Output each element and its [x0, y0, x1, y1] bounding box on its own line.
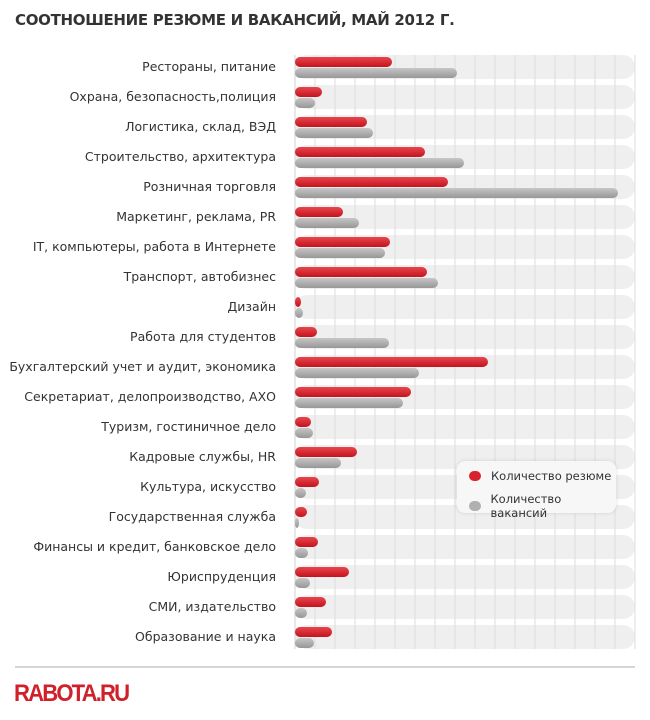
legend-label-resumes: Количество резюме: [491, 469, 612, 483]
category-label: Финансы и кредит, банковское дело: [33, 539, 276, 554]
bar-vacancies: [295, 368, 419, 378]
category-label: Образование и наука: [135, 629, 276, 644]
category-label: Туризм, гостиничное дело: [100, 419, 276, 434]
bar-resumes: [295, 627, 332, 637]
bar-vacancies: [295, 638, 314, 648]
row-track: [295, 205, 635, 229]
bar-resumes: [295, 327, 317, 337]
chart-title: СООТНОШЕНИЕ РЕЗЮМЕ И ВАКАНСИЙ, МАЙ 2012 …: [15, 11, 455, 29]
row-track: [295, 535, 635, 559]
bar-chart: Рестораны, питание Охрана, безопасность,п…: [9, 55, 636, 649]
legend-item-resumes: Количество резюме: [469, 469, 611, 483]
bar-resumes: [295, 57, 392, 67]
bar-vacancies: [295, 428, 313, 438]
category-label: Охрана, безопасность,полиция: [70, 89, 276, 104]
bar-resumes: [295, 147, 425, 157]
bar-vacancies: [295, 98, 315, 108]
bar-vacancies: [295, 548, 308, 558]
category-label: Дизайн: [228, 299, 277, 314]
bar-vacancies: [295, 188, 618, 198]
category-label: СМИ, издательство: [149, 599, 276, 614]
category-label: Государственная служба: [109, 509, 276, 524]
bar-resumes: [295, 597, 326, 607]
legend: Количество резюме Количество вакансий: [457, 461, 616, 520]
category-label: Культура, искусство: [140, 479, 276, 494]
bar-vacancies: [295, 398, 403, 408]
bar-resumes: [295, 477, 319, 487]
category-label: Работа для студентов: [130, 329, 276, 344]
bar-resumes: [295, 387, 411, 397]
bar-resumes: [295, 417, 311, 427]
category-label: Кадровые службы, HR: [129, 449, 276, 464]
category-label: Рестораны, питание: [142, 59, 276, 74]
bar-resumes: [295, 117, 367, 127]
rabota-ru-logo: RABOTA.RU: [14, 680, 130, 707]
bar-vacancies: [295, 518, 299, 528]
legend-item-vacancies: Количество вакансий: [469, 492, 616, 520]
legend-gray-dot-icon: [469, 501, 481, 511]
bar-resumes: [295, 267, 427, 277]
bar-resumes: [295, 567, 349, 577]
bar-vacancies: [295, 308, 303, 318]
category-label: Логистика, склад, ВЭД: [125, 119, 276, 134]
row-track: [295, 565, 635, 589]
divider: [15, 666, 635, 668]
legend-label-vacancies: Количество вакансий: [490, 492, 562, 520]
category-label: Секретариат, делопроизводство, АХО: [24, 389, 276, 404]
bar-resumes: [295, 537, 318, 547]
bar-resumes: [295, 357, 488, 367]
bar-vacancies: [295, 218, 359, 228]
bar-resumes: [295, 297, 301, 307]
bar-resumes: [295, 237, 390, 247]
bar-vacancies: [295, 488, 306, 498]
bar-vacancies: [295, 158, 464, 168]
bar-vacancies: [295, 608, 307, 618]
legend-red-dot-icon: [469, 471, 481, 481]
category-label: Строительство, архитектура: [85, 149, 276, 164]
bar-vacancies: [295, 248, 385, 258]
row-track: [295, 595, 635, 619]
bar-vacancies: [295, 338, 389, 348]
bar-vacancies: [295, 458, 341, 468]
category-label: Юриспруденция: [167, 569, 276, 584]
bar-resumes: [295, 87, 322, 97]
row-track: [295, 85, 635, 109]
category-label: Розничная торговля: [143, 179, 276, 194]
row-track: [295, 115, 635, 139]
row-track: [295, 415, 635, 439]
bar-vacancies: [295, 578, 310, 588]
bar-vacancies: [295, 68, 457, 78]
category-label: IT, компьютеры, работа в Интернете: [33, 239, 276, 254]
row-track: [295, 295, 635, 319]
category-label: Маркетинг, реклама, PR: [116, 209, 276, 224]
bar-vacancies: [295, 128, 373, 138]
bar-resumes: [295, 447, 357, 457]
bar-resumes: [295, 507, 307, 517]
row-track: [295, 625, 635, 649]
bar-resumes: [295, 207, 343, 217]
bar-vacancies: [295, 278, 438, 288]
category-label: Бухгалтерский учет и аудит, экономика: [9, 359, 276, 374]
bar-resumes: [295, 177, 448, 187]
category-label: Транспорт, автобизнес: [123, 269, 277, 284]
